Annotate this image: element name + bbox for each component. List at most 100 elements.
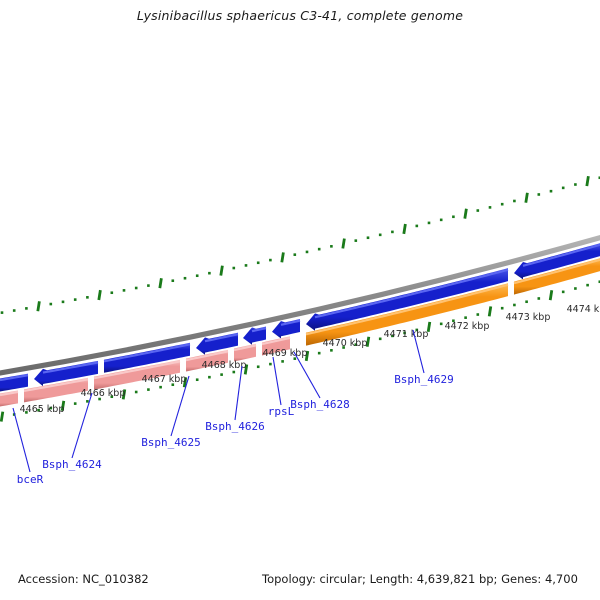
- gene-label[interactable]: Bsph_4628: [290, 398, 350, 411]
- gene-label-leader-line: [12, 407, 31, 473]
- gene-label[interactable]: Bsph_4624: [42, 458, 102, 471]
- scale-tick-minor: [476, 313, 480, 316]
- forward-strand-gene-track[interactable]: [0, 243, 600, 392]
- scale-tick-major: [585, 175, 590, 187]
- scale-tick-minor: [330, 245, 333, 248]
- scale-tick-minor: [122, 289, 126, 292]
- scale-tick-minor: [208, 375, 211, 379]
- gene-feature-reverse[interactable]: [514, 258, 600, 295]
- scale-tick-minor: [317, 247, 321, 251]
- scale-tick-rail-lower: [0, 280, 600, 422]
- gene-feature-forward[interactable]: [514, 243, 600, 280]
- scale-tick-minor: [73, 298, 77, 301]
- scale-tick-minor: [232, 266, 236, 270]
- ruler-labels: 4465 kbp 4466 kbp 4467 kbp 4468 kbp 4469 kbp…: [20, 304, 600, 415]
- gene-feature-reverse[interactable]: [186, 349, 228, 372]
- gene-feature-reverse[interactable]: [94, 359, 180, 390]
- scale-tick-major: [280, 252, 285, 263]
- scale-tick-minor: [49, 406, 53, 410]
- gene-feature-bevel: [204, 333, 239, 343]
- scale-tick-minor: [244, 264, 248, 267]
- scale-tick-major: [60, 400, 66, 411]
- scale-tick-minor: [342, 346, 345, 349]
- gene-feature-forward[interactable]: [34, 360, 98, 387]
- scale-tick-minor: [549, 189, 553, 193]
- scale-tick-major: [36, 301, 41, 312]
- gene-label[interactable]: Bsph_4629: [394, 373, 454, 386]
- scale-tick-minor: [183, 276, 187, 280]
- scale-tick-minor: [171, 383, 175, 387]
- gene-feature-reverse[interactable]: [24, 377, 88, 403]
- scale-tick-minor: [0, 311, 4, 314]
- scale-tick-minor: [500, 306, 504, 310]
- scale-tick-minor: [86, 400, 89, 403]
- topology-text: Topology: circular; Length: 4,639,821 bp…: [262, 572, 578, 586]
- gene-label-leader-line: [170, 375, 190, 437]
- page-title: Lysinibacillus sphaericus C3-41, complet…: [136, 8, 464, 23]
- scale-tick-minor: [25, 307, 28, 310]
- ruler-tick-label: 4465 kbp: [20, 404, 65, 415]
- scale-tick-minor: [403, 331, 406, 335]
- scale-tick-major: [243, 364, 249, 375]
- scale-tick-minor: [12, 309, 16, 312]
- gene-label[interactable]: Bsph_4626: [205, 420, 265, 433]
- scale-tick-minor: [598, 176, 600, 180]
- ruler-tick-label: 4471 kbp: [384, 329, 429, 340]
- gene-feature-bevel: [0, 390, 19, 397]
- scale-tick-minor: [98, 397, 101, 401]
- gene-label-leader-line: [234, 365, 243, 421]
- gene-feature-forward[interactable]: [104, 342, 190, 373]
- reverse-strand-gene-track[interactable]: [0, 258, 600, 407]
- gene-label[interactable]: Bsph_4625: [141, 436, 201, 449]
- scale-tick-minor: [427, 221, 431, 225]
- scale-tick-minor: [537, 297, 541, 300]
- scale-tick-minor: [415, 328, 419, 332]
- gene-label-leader-line: [272, 356, 282, 406]
- scale-tick-minor: [574, 287, 577, 290]
- gene-feature-bevel: [513, 258, 600, 285]
- scale-tick-major: [0, 411, 5, 422]
- gene-feature-forward[interactable]: [272, 319, 300, 339]
- scale-tick-minor: [195, 274, 199, 278]
- gene-label-leader-line: [71, 392, 93, 459]
- scale-tick-minor: [86, 296, 89, 299]
- gene-label-leader-line: [293, 351, 321, 399]
- scale-tick-minor: [61, 300, 65, 304]
- scale-tick-major: [97, 289, 102, 301]
- gene-feature-forward[interactable]: [196, 332, 238, 355]
- scale-tick-minor: [37, 408, 40, 412]
- ruler-tick-label: 4467 kbp: [142, 374, 187, 385]
- scale-tick-minor: [256, 365, 260, 369]
- ruler-tick-label: 4474 kbp: [567, 304, 600, 315]
- scale-tick-minor: [378, 233, 382, 237]
- scale-tick-major: [365, 336, 371, 347]
- scale-tick-minor: [391, 230, 394, 234]
- scale-tick-major: [182, 377, 188, 388]
- gene-feature-bevel: [251, 327, 267, 333]
- ruler-tick-label: 4469 kbp: [263, 348, 308, 359]
- ruler-tick-label: 4473 kbp: [506, 312, 551, 323]
- scale-tick-minor: [134, 390, 138, 394]
- gene-annotations[interactable]: bceRBsph_4624Bsph_4625Bsph_4626rpsLBsph_…: [12, 329, 454, 486]
- gene-label[interactable]: rpsL: [268, 405, 295, 418]
- gene-feature-bevel: [23, 378, 89, 393]
- scale-tick-major: [219, 265, 224, 276]
- scale-tick-major: [304, 350, 310, 362]
- gene-feature-forward[interactable]: [243, 326, 266, 345]
- scale-tick-minor: [159, 385, 162, 389]
- gene-feature-reverse[interactable]: [262, 336, 290, 356]
- scale-tick-minor: [561, 290, 565, 294]
- scale-tick-minor: [391, 334, 394, 338]
- scale-tick-minor: [354, 239, 358, 242]
- gene-feature-bevel: [280, 319, 301, 326]
- gene-label[interactable]: bceR: [17, 473, 44, 486]
- gene-feature-bevel: [305, 283, 509, 336]
- scale-tick-minor: [366, 236, 370, 240]
- ruler-tick-label: 4468 kbp: [202, 360, 247, 371]
- ruler-tick-label: 4466 kbp: [81, 388, 126, 399]
- scale-tick-minor: [269, 258, 272, 262]
- scale-tick-minor: [147, 388, 150, 391]
- scale-tick-minor: [305, 250, 309, 254]
